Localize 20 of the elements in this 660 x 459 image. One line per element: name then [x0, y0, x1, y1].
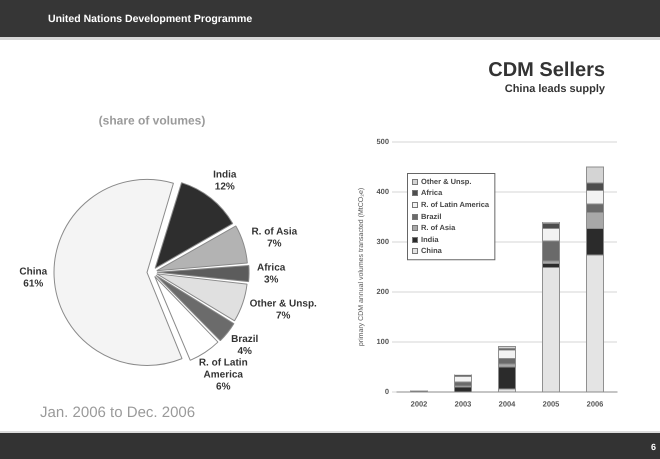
- slice-label: Africa: [256, 262, 286, 274]
- data-label: 7%: [276, 310, 291, 322]
- chart-title: (share of volumes): [98, 114, 206, 128]
- slice-label: China: [19, 266, 48, 278]
- text: CDM Sellers: [488, 59, 605, 81]
- text: 6: [650, 442, 656, 453]
- data-label: 3%: [264, 274, 278, 286]
- text: Jan. 2006 to Dec. 2006: [40, 404, 196, 422]
- text: China leads supply: [504, 83, 605, 96]
- text: United Nations Development Programme: [48, 13, 252, 25]
- slice-label: R. of Asia: [251, 226, 298, 238]
- data-label: 12%: [214, 182, 235, 193]
- slice-label: Brazil: [231, 334, 259, 345]
- data-label: 61%: [23, 278, 44, 290]
- slice-label: R. of Latin America: [198, 358, 248, 381]
- data-label: 6%: [216, 382, 231, 393]
- slice-label: Other & Unsp.: [250, 298, 318, 310]
- slice-label: India: [213, 170, 237, 181]
- data-label: 7%: [267, 238, 282, 250]
- data-label: 4%: [237, 346, 252, 357]
